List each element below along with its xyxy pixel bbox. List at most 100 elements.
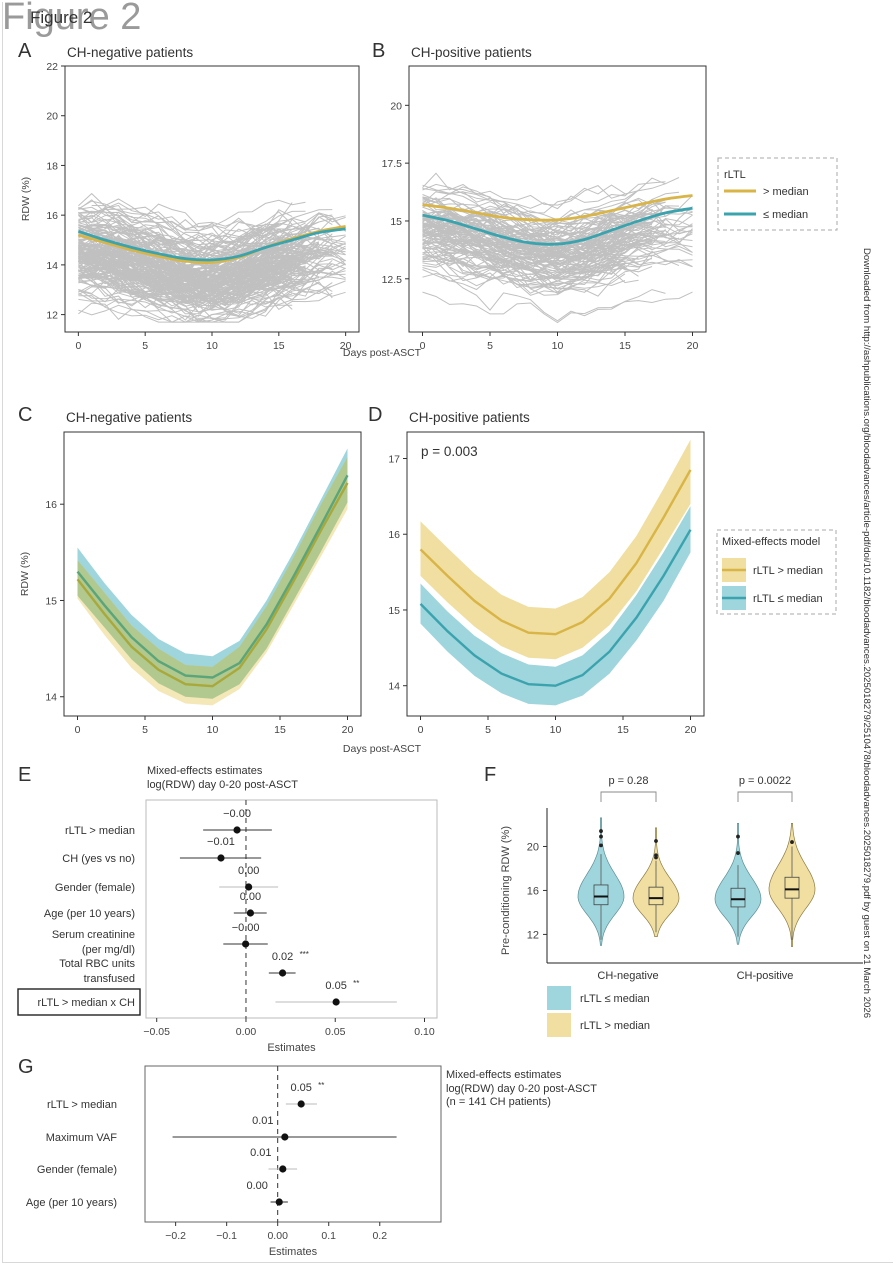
patient-trajectory — [422, 243, 693, 285]
y-axis: 14 15 16 — [45, 499, 64, 704]
legend-label: rLTL ≤ median — [580, 993, 650, 1005]
row-label: Maximum VAF — [46, 1132, 118, 1144]
patient-trajectory — [78, 246, 279, 292]
forest-row: 0.05 ** rLTL > median x CH — [17, 979, 397, 1016]
panel-letter-d: D — [368, 404, 383, 426]
point-estimate — [297, 1100, 305, 1108]
estimate-value-label: 0.01 — [250, 1147, 271, 1159]
panel-2: CH-negative patients 14 15 16 0 5 10 15 20 RDW (%… — [19, 410, 362, 736]
estimate-value-label: 0.00 — [240, 891, 261, 903]
estimate-value-label: −0.00 — [223, 808, 251, 820]
panel-1: CH-positive patients 12.5 15 17.5 20 0 5 10 15 20 — [382, 45, 707, 352]
x-tick-label: 0 — [75, 724, 81, 736]
row-label: transfused — [84, 973, 135, 985]
x-tick-label: 0.00 — [267, 1230, 288, 1242]
panel-letter-g: G — [18, 1056, 34, 1078]
patient-trajectory — [422, 184, 626, 214]
panel-0: CH-negative patients 12 14 16 18 20 22 0 5 10 15 20… — [20, 45, 360, 352]
patient-trajectory — [78, 235, 320, 284]
patient-trajectory — [78, 268, 320, 314]
x-tick-label: 10 — [552, 340, 564, 352]
patient-trajectory — [78, 260, 293, 306]
forest-row: −0.00 rLTL > median — [65, 808, 272, 837]
patient-trajectory — [78, 273, 306, 307]
estimate-value-label: 0.00 — [238, 865, 259, 877]
estimate-value-label: 0.05 — [290, 1082, 311, 1094]
x-tick-label: 15 — [274, 724, 286, 736]
x-tick-label: 10 — [550, 724, 562, 736]
point-estimate — [217, 854, 225, 862]
patient-trajectory — [422, 181, 666, 210]
patient-trajectory — [422, 228, 653, 260]
x-tick-label: 0.10 — [414, 1026, 435, 1038]
point-estimate — [246, 909, 255, 917]
row-label: rLTL > median — [47, 1099, 117, 1111]
outlier-point — [736, 834, 740, 839]
patient-trajectory — [422, 252, 639, 280]
x-tick-label: 20 — [687, 340, 699, 352]
violin-above-median — [632, 827, 680, 937]
fit-line-above-median — [76, 482, 349, 688]
box-iqr — [730, 887, 746, 908]
category-label: CH-positive — [737, 970, 794, 982]
x-tick-label: −0.2 — [165, 1230, 186, 1242]
outlier-point — [790, 840, 794, 844]
plot-frame — [408, 65, 707, 333]
box-iqr — [784, 876, 800, 899]
outlier-point — [599, 834, 603, 839]
x-tick-label: 20 — [685, 724, 697, 736]
panel-letter-a: A — [18, 40, 32, 62]
row-label: Age (per 10 years) — [26, 1197, 117, 1209]
y-tick-label: 20 — [46, 111, 58, 123]
x-tick-label: 5 — [487, 340, 493, 352]
panel-letter-b: B — [372, 40, 386, 62]
patient-trajectory — [78, 258, 346, 308]
outlier-point — [736, 851, 740, 855]
patient-trajectory — [78, 208, 293, 245]
row-label: (per mg/dl) — [82, 944, 135, 956]
panel-letter-c: C — [18, 404, 33, 426]
patient-trajectory — [78, 217, 320, 272]
y-tick-label: 15 — [390, 216, 402, 228]
panel-2-title: CH-negative patients — [66, 410, 192, 425]
y-tick-label: 15 — [45, 595, 57, 607]
patient-trajectory — [78, 238, 333, 278]
legend-b: rLTL > median ≤ median — [717, 157, 838, 231]
estimate-value-label: −0.00 — [232, 922, 260, 934]
patient-trajectory — [78, 217, 333, 253]
row-label: rLTL > median — [65, 825, 135, 837]
outlier-point — [599, 843, 603, 848]
y-tick-label: 12 — [527, 929, 539, 941]
significance-stars: *** — [300, 950, 309, 959]
patient-trajectory — [422, 240, 626, 255]
fit-line-below-median — [76, 474, 349, 679]
significance-stars: ** — [318, 1081, 324, 1090]
forest-row: 0.05 ** rLTL > median — [47, 1081, 324, 1111]
legend-title: Mixed-effects model — [722, 536, 820, 548]
figure-title-overlay: Figure 2 — [30, 8, 93, 27]
legend-f: rLTL ≤ median rLTL > median — [547, 986, 650, 1037]
estimate-value-label: 0.01 — [252, 1115, 273, 1127]
x-axis: 0 5 10 15 20 — [75, 332, 352, 352]
row-label: CH (yes vs no) — [62, 853, 135, 865]
x-tick-label: 15 — [619, 340, 631, 352]
x-tick-label: 0 — [418, 724, 424, 736]
y-axis: 14 15 16 17 — [388, 454, 407, 693]
patient-trajectory — [78, 292, 333, 323]
legend-label: ≤ median — [763, 209, 808, 221]
patient-trajectories — [77, 192, 346, 323]
panel-f: 12 16 20 Pre-conditioning RDW (%) p = 0.28 p … — [500, 775, 863, 1037]
x-tick-label: 0.05 — [325, 1026, 346, 1038]
x-tick-label: 5 — [485, 724, 491, 736]
mean-curve-below-median — [77, 227, 346, 262]
forest-row: 0.02 *** Total RBC units transfused — [59, 950, 309, 985]
x-tick-label: 20 — [340, 340, 352, 352]
y-axis: 12.5 15 17.5 20 — [382, 100, 409, 286]
panel-e-subtitle: log(RDW) day 0-20 post-ASCT — [147, 779, 298, 791]
point-estimate — [281, 1133, 289, 1141]
y-axis-label: Pre-conditioning RDW (%) — [500, 826, 512, 955]
x-axis-label-cd: Days post-ASCT — [343, 743, 422, 755]
fit-line-above-median — [419, 469, 692, 636]
legend-label: > median — [763, 186, 809, 198]
row-label: Age (per 10 years) — [44, 908, 135, 920]
